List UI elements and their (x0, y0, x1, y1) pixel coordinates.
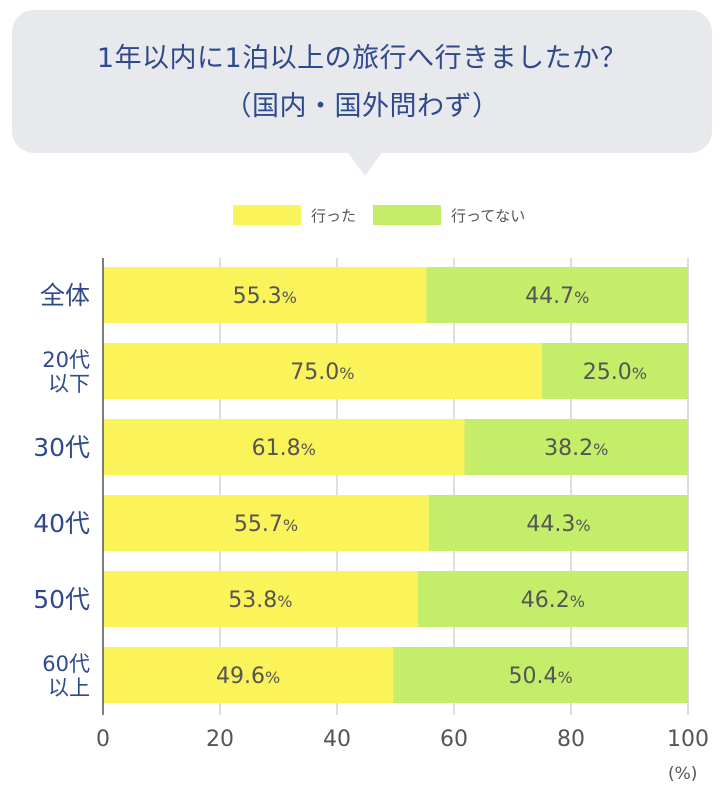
data-label: 55.3% (233, 284, 297, 309)
data-label: 50.4% (508, 664, 572, 689)
bar-segment (417, 571, 688, 627)
bar-segment (541, 343, 688, 399)
title-bubble (12, 10, 712, 153)
data-label: 46.2% (521, 588, 585, 613)
category-label: 20代 (42, 348, 90, 372)
bar-segment (393, 647, 688, 703)
data-label: 25.0% (583, 360, 647, 385)
x-tick-label: 60 (440, 727, 468, 752)
legend-item-went: 行った (233, 204, 356, 226)
bar-segment (426, 267, 688, 323)
x-tick-label: 80 (557, 727, 585, 752)
legend-item-not-went: 行ってない (373, 204, 525, 226)
category-label: 全体 (40, 281, 90, 310)
x-tick-label: 100 (667, 727, 709, 752)
bar-segment (103, 571, 418, 627)
x-axis-unit-label: (%) (668, 764, 698, 784)
category-label: 以下 (48, 372, 90, 396)
bar-segment (103, 419, 465, 475)
bar-segment (103, 495, 429, 551)
title-bubble-tail (346, 150, 384, 176)
bar-segment (103, 647, 394, 703)
bar-segment (428, 495, 688, 551)
legend-label-went: 行った (311, 206, 357, 225)
data-label: 49.6% (216, 664, 280, 689)
category-label: 30代 (33, 433, 90, 462)
bar-segment (464, 419, 688, 475)
data-label: 75.0% (290, 360, 354, 385)
category-label: 40代 (33, 509, 90, 538)
bar-segment (103, 343, 542, 399)
legend-swatch-not-went (373, 205, 441, 225)
legend-swatch-went (233, 205, 301, 225)
legend-label-not-went: 行ってない (451, 206, 526, 225)
chart-title-line-1: 1年以内に1泊以上の旅行へ行きましたか？ (96, 43, 628, 74)
category-label: 以上 (48, 676, 90, 700)
x-tick-label: 20 (206, 727, 234, 752)
x-tick-label: 40 (323, 727, 351, 752)
data-label: 61.8% (252, 436, 316, 461)
x-tick-label: 0 (96, 727, 110, 752)
data-label: 38.2% (544, 436, 608, 461)
data-label: 55.7% (234, 512, 298, 537)
category-label: 50代 (33, 585, 90, 614)
chart-title-line-2: （国内・国外問わず） (224, 91, 500, 122)
data-label: 53.8% (228, 588, 292, 613)
category-label: 60代 (42, 652, 90, 676)
data-label: 44.7% (525, 284, 589, 309)
data-label: 44.3% (526, 512, 590, 537)
bar-segment (103, 267, 427, 323)
